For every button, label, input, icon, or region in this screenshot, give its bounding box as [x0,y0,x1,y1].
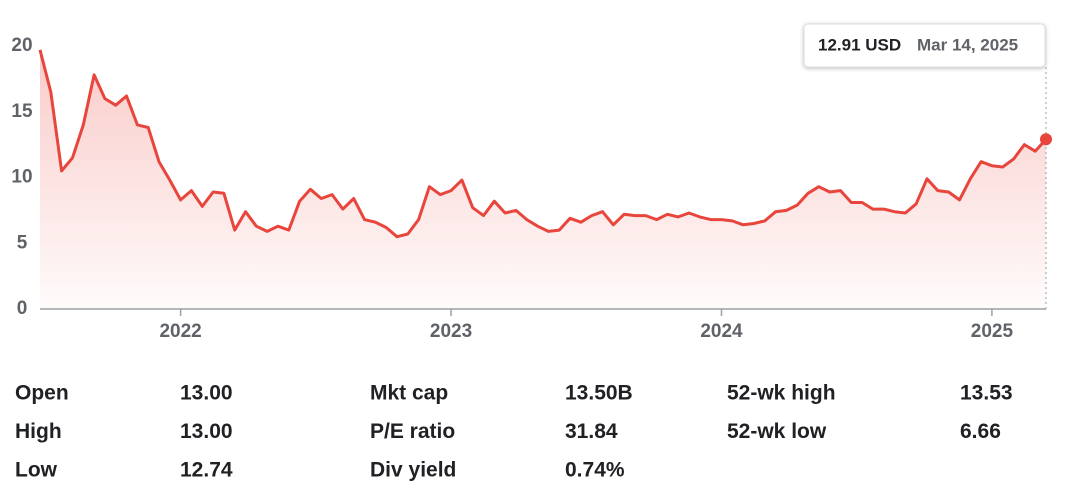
y-tick-label: 20 [11,35,32,56]
stat-value: 0.74% [565,459,625,482]
x-tick-label: 2025 [971,321,1014,342]
stat-value: 31.84 [565,420,618,443]
x-tick-label: 2024 [700,321,743,342]
stat-value: 13.00 [180,420,233,443]
area [40,49,1046,310]
y-tick-label: 10 [11,167,32,188]
tooltip-price: 12.91 USD [818,35,901,54]
y-tick-label: 0 [17,298,28,319]
stat-label: P/E ratio [370,420,455,443]
y-tick-label: 15 [11,101,33,122]
line [38,49,1048,239]
stat-label: 52-wk low [727,420,827,443]
stat-value: 12.74 [180,459,233,482]
stat-value: 6.66 [960,420,1001,443]
x-tick-label: 2023 [430,321,472,342]
tooltip-box [803,23,1046,68]
stats-table: Open 13.00 Mkt cap 13.50B 52-wk high 13.53 Hig… [15,382,1013,482]
stat-label: Div yield [370,459,456,482]
plot: 0 5 10 15 20 2022 2023 2024 2025 [11,35,1052,342]
stat-label: 52-wk high [727,382,836,405]
stat-label: Mkt cap [370,382,448,405]
stat-label: Open [15,382,69,405]
last-point [1040,133,1052,146]
stat-value: 13.00 [180,382,233,405]
stat-label: High [15,420,62,443]
stat-value: 13.50B [565,382,633,405]
x-tick-label: 2022 [159,321,201,342]
y-tick-label: 5 [17,232,28,253]
stat-value: 13.53 [960,382,1013,405]
stat-label: Low [15,459,58,482]
tooltip-date: Mar 14, 2025 [917,35,1018,54]
